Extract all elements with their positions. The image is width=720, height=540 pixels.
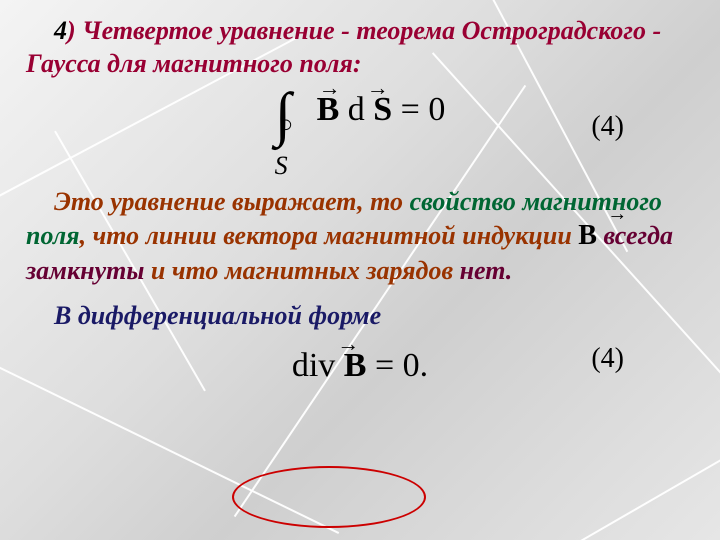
zero: 0 [428, 91, 445, 128]
equation-1: ∫ ○ S → B d → S = 0 [275, 91, 446, 132]
phrase-7: и что магнитных зарядов [151, 256, 460, 285]
equals-sign-2: = [375, 347, 403, 384]
integral-symbol: ∫ ○ S [275, 96, 291, 132]
equation-2: div → B = 0. [292, 347, 428, 385]
equation-2-row: div → B = 0. (4) [26, 333, 694, 413]
arrow-icon: → [337, 331, 359, 357]
phrase-2: , то [357, 187, 409, 216]
slide-content: 4) Четвертое уравнение - теорема Острогр… [26, 14, 694, 413]
arrow-icon: → [319, 75, 341, 101]
slide: 4) Четвертое уравнение - теорема Острогр… [0, 0, 720, 540]
zero-2: 0. [403, 347, 429, 384]
integral-sub: S [275, 158, 288, 174]
arrow-icon: → [579, 202, 627, 228]
heading-number: 4 [54, 16, 67, 45]
equals-sign: = [401, 91, 429, 128]
phrase-4: , что [80, 221, 146, 250]
vector-B-2: → B [335, 347, 375, 384]
equation-1-row: ∫ ○ S → B d → S = 0 (4) [26, 87, 694, 185]
heading-paragraph: 4) Четвертое уравнение - теорема Острогр… [26, 14, 694, 81]
heading-text: Четвертое уравнение - теорема Остроградс… [26, 16, 661, 78]
arrow-icon: → [367, 75, 389, 101]
equation-2-label: (4) [591, 343, 624, 375]
phrase-1: Это уравнение выражает [54, 187, 357, 216]
differential-heading: В дифференциальной форме [26, 301, 694, 331]
phrase-8: нет. [460, 256, 513, 285]
equation-1-label: (4) [591, 111, 624, 143]
vector-B: → B [317, 91, 348, 128]
phrase-5: линии вектора магнитной индукции [146, 221, 579, 250]
integral-loop: ○ [279, 118, 294, 132]
div-text: div [292, 347, 335, 384]
inline-vector-B: →B [578, 220, 597, 251]
heading-num-close: ) [67, 16, 76, 45]
vector-S: → S [365, 91, 401, 128]
diff-d: d [348, 91, 365, 128]
body-paragraph: Это уравнение выражает, то свойство магн… [26, 185, 694, 287]
